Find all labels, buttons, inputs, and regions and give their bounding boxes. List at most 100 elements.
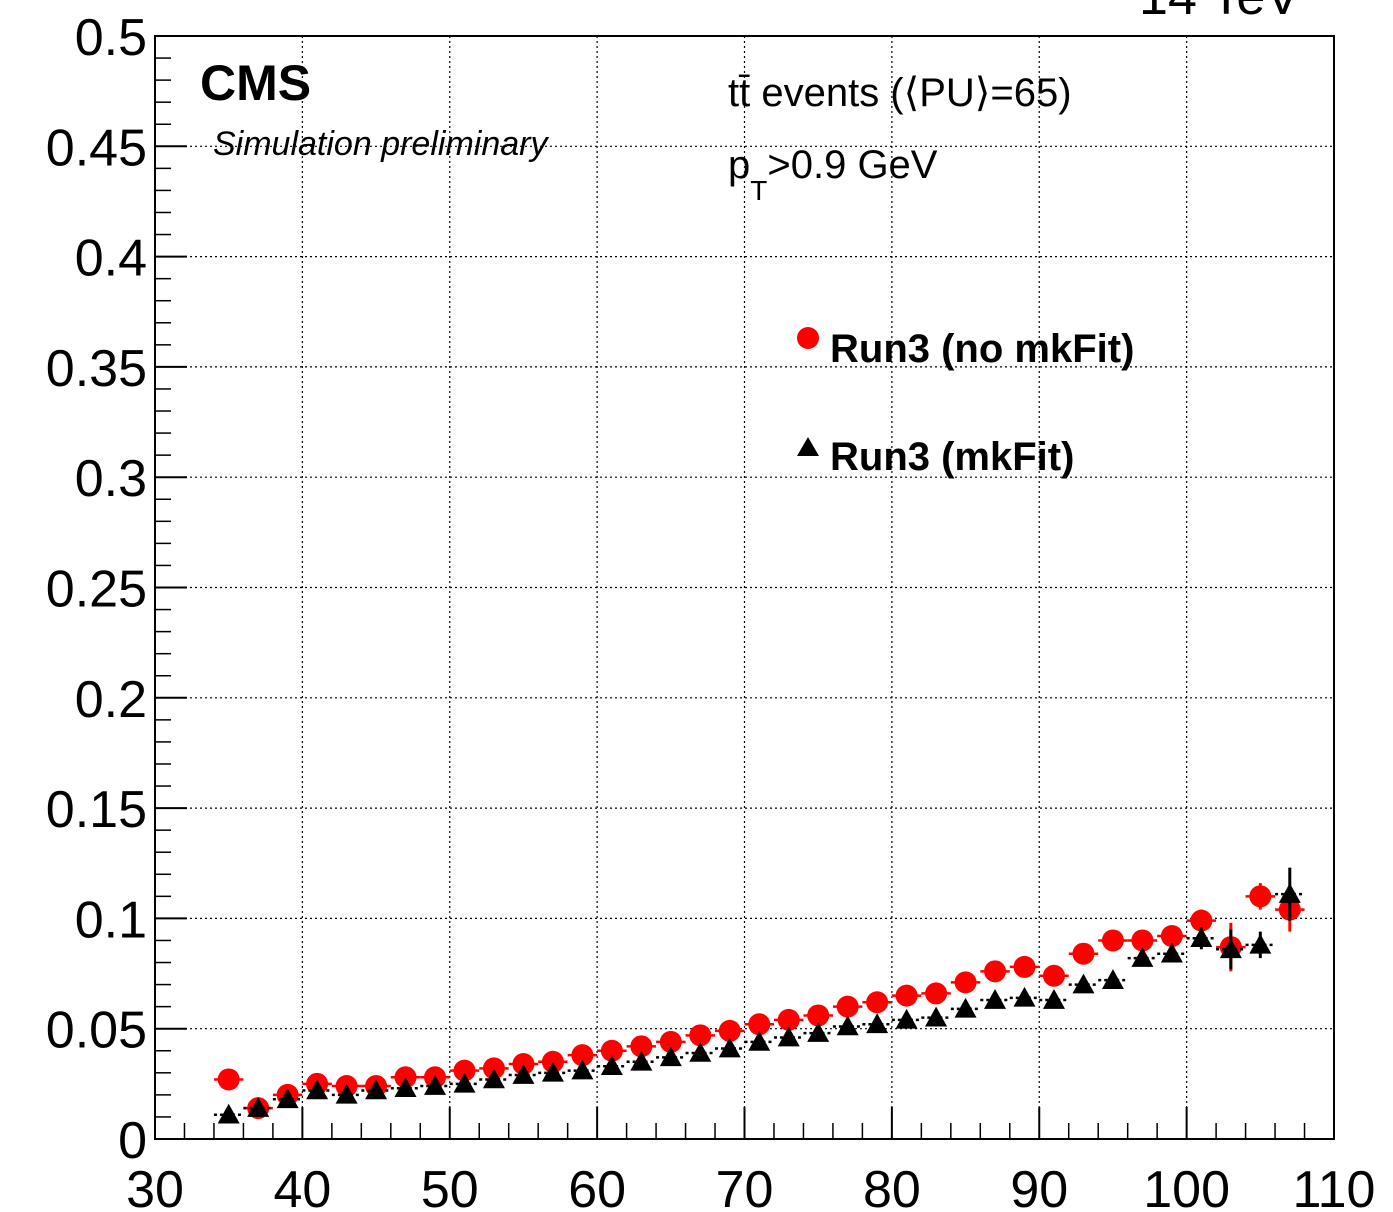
no-mkfit-point [659, 1030, 682, 1053]
pt-subscript: T [750, 175, 767, 206]
no-mkfit-point [954, 971, 977, 994]
legend-marker-mkfit [797, 437, 819, 456]
x-tick-label: 40 [273, 1161, 331, 1212]
x-tick-label: 100 [1143, 1161, 1230, 1212]
y-tick-label: 0.1 [75, 891, 147, 949]
mkfit-point [365, 1079, 388, 1100]
mkfit-point [1013, 986, 1036, 1007]
mkfit-point [276, 1088, 299, 1109]
no-mkfit-point [984, 960, 1007, 983]
mkfit-point [1072, 973, 1095, 994]
mkfit-point [659, 1046, 682, 1067]
no-mkfit-point [630, 1035, 653, 1058]
mkfit-point [689, 1041, 712, 1062]
simulation-status-label: Simulation preliminary [213, 125, 549, 163]
mkfit-point [718, 1037, 741, 1058]
pt-symbol: p [728, 143, 750, 187]
mkfit-point [424, 1075, 447, 1095]
y-tick-label: 0.05 [46, 1002, 147, 1060]
mkfit-point [453, 1072, 476, 1093]
mkfit-point [866, 1013, 889, 1034]
y-tick-label: 0.25 [46, 561, 147, 619]
mkfit-point [925, 1006, 948, 1027]
mkfit-point [1101, 969, 1124, 989]
no-mkfit-point [1190, 909, 1213, 932]
mkfit-point [630, 1050, 653, 1071]
pt-threshold: >0.9 GeV [767, 143, 937, 187]
x-tick-label: 30 [126, 1161, 184, 1212]
legend-marker-no-mkfit [797, 327, 819, 349]
mkfit-point [217, 1103, 240, 1124]
mkfit-point [777, 1026, 800, 1047]
no-mkfit-point [394, 1066, 417, 1089]
mkfit-point [306, 1079, 329, 1100]
no-mkfit-point [1042, 964, 1065, 987]
mkfit-point [1160, 942, 1183, 963]
no-mkfit-point [866, 991, 889, 1014]
mkfit-point [482, 1068, 505, 1089]
no-mkfit-point [217, 1068, 240, 1091]
no-mkfit-point [1131, 929, 1154, 952]
mkfit-point [1190, 927, 1213, 948]
mkfit-point [807, 1022, 830, 1042]
axis-layer [154, 35, 1335, 1140]
x-tick-label: 80 [863, 1161, 921, 1212]
no-mkfit-point [807, 1004, 830, 1027]
no-mkfit-point [925, 982, 948, 1005]
no-mkfit-point [1101, 929, 1124, 952]
x-tick-label: 50 [421, 1161, 479, 1212]
x-tick-label: 90 [1010, 1161, 1068, 1212]
legend-label-mkfit: Run3 (mkFit) [830, 435, 1074, 479]
mkfit-point [571, 1059, 594, 1080]
mkfit-point [247, 1097, 270, 1117]
no-mkfit-point [895, 984, 918, 1007]
x-tick-label: 70 [716, 1161, 774, 1212]
mkfit-point [1278, 883, 1301, 903]
no-mkfit-point [1249, 885, 1272, 908]
mkfit-point [895, 1008, 918, 1029]
no-mkfit-point [689, 1024, 712, 1047]
legend-label-no-mkfit: Run3 (no mkFit) [830, 327, 1134, 371]
no-mkfit-point [748, 1013, 771, 1036]
y-tick-label: 0.4 [75, 230, 147, 288]
mkfit-point [836, 1015, 859, 1036]
no-mkfit-point [777, 1008, 800, 1031]
mkfit-point [748, 1030, 771, 1051]
no-mkfit-point [1013, 955, 1036, 978]
no-mkfit-point [836, 995, 859, 1018]
mkfit-point [1219, 938, 1242, 959]
mkfit-point [1131, 947, 1154, 967]
y-tick-label: 0.2 [75, 671, 147, 729]
mkfit-point [335, 1083, 358, 1104]
no-mkfit-point [541, 1050, 564, 1073]
no-mkfit-point [512, 1052, 535, 1075]
x-tick-label: 60 [568, 1161, 626, 1212]
cms-label: CMS [200, 55, 311, 111]
mkfit-point [394, 1077, 417, 1098]
y-tick-label: 0 [118, 1112, 147, 1170]
no-mkfit-point [453, 1059, 476, 1082]
legend: Run3 (no mkFit) Run3 (mkFit) [797, 327, 1134, 479]
mkfit-point [541, 1061, 564, 1082]
grid-layer [155, 36, 1334, 1139]
energy-label: 14 TeV [1139, 0, 1300, 26]
sample-annotation: tt̄ events (⟨PU⟩=65) [728, 71, 1072, 115]
label-layer: 0 0.05 0.1 0.15 0.2 0.25 0.3 0.35 0.4 0.45 0.5 30 40… [46, 9, 1376, 1212]
no-mkfit-point [600, 1039, 623, 1062]
y-tick-label: 0.5 [75, 9, 147, 67]
x-tick-label: 110 [1293, 1161, 1376, 1212]
no-mkfit-point [1072, 942, 1095, 965]
mkfit-point [954, 997, 977, 1018]
plot-frame [154, 35, 1335, 1140]
mkfit-point [1249, 933, 1272, 954]
no-mkfit-point [1160, 925, 1183, 948]
pt-cut-annotation: pT>0.9 GeV [728, 143, 938, 206]
mkfit-point [1042, 989, 1065, 1009]
marks-layer [213, 867, 1305, 1124]
no-mkfit-point [571, 1044, 594, 1067]
mkfit-point [984, 989, 1007, 1009]
mkfit-point [600, 1055, 623, 1076]
no-mkfit-point [482, 1057, 505, 1080]
y-tick-label: 0.15 [46, 781, 147, 839]
